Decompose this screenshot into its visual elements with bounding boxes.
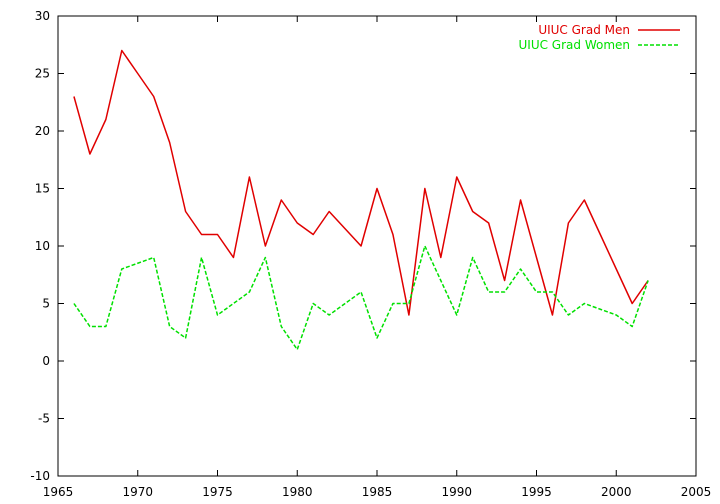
series-line-grad-men (73, 49, 649, 316)
axis-tick-labels: 1965 1970 1975 1980 1985 1990 1995 2000 2005-10-… (30, 9, 711, 499)
x-tick-label: 1970 (122, 485, 153, 499)
x-tick-label: 1995 (521, 485, 552, 499)
y-tick-label: 30 (35, 9, 50, 23)
x-tick-label: 2005 (681, 485, 712, 499)
x-tick-label: 2000 (601, 485, 632, 499)
series-lines (73, 49, 649, 351)
x-tick-label: 1980 (282, 485, 313, 499)
x-tick-label: 1965 (43, 485, 74, 499)
y-tick-label: 20 (35, 124, 50, 138)
y-tick-label: 0 (42, 354, 50, 368)
legend-label: UIUC Grad Men (538, 23, 630, 37)
y-tick-label: -5 (38, 412, 50, 426)
x-tick-label: 1985 (362, 485, 393, 499)
y-tick-label: 10 (35, 239, 50, 253)
y-tick-label: 5 (42, 297, 50, 311)
plot-frame (57, 15, 697, 477)
y-tick-label: 15 (35, 182, 50, 196)
series-line-grad-women (73, 245, 649, 351)
x-tick-label: 1975 (202, 485, 233, 499)
legend-label: UIUC Grad Women (519, 38, 631, 52)
y-tick-label: -10 (30, 469, 50, 483)
y-tick-label: 25 (35, 67, 50, 81)
x-tick-label: 1990 (441, 485, 472, 499)
